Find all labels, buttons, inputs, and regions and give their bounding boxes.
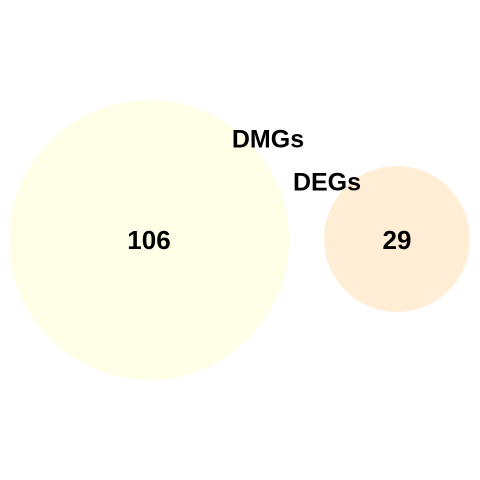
degs-label: DEGs	[293, 169, 361, 197]
degs-circle	[324, 166, 470, 312]
dmgs-count: 106	[127, 225, 170, 255]
dmgs-label: DMGs	[232, 126, 304, 154]
degs-count: 29	[383, 225, 412, 255]
dmgs-circle	[9, 100, 289, 380]
